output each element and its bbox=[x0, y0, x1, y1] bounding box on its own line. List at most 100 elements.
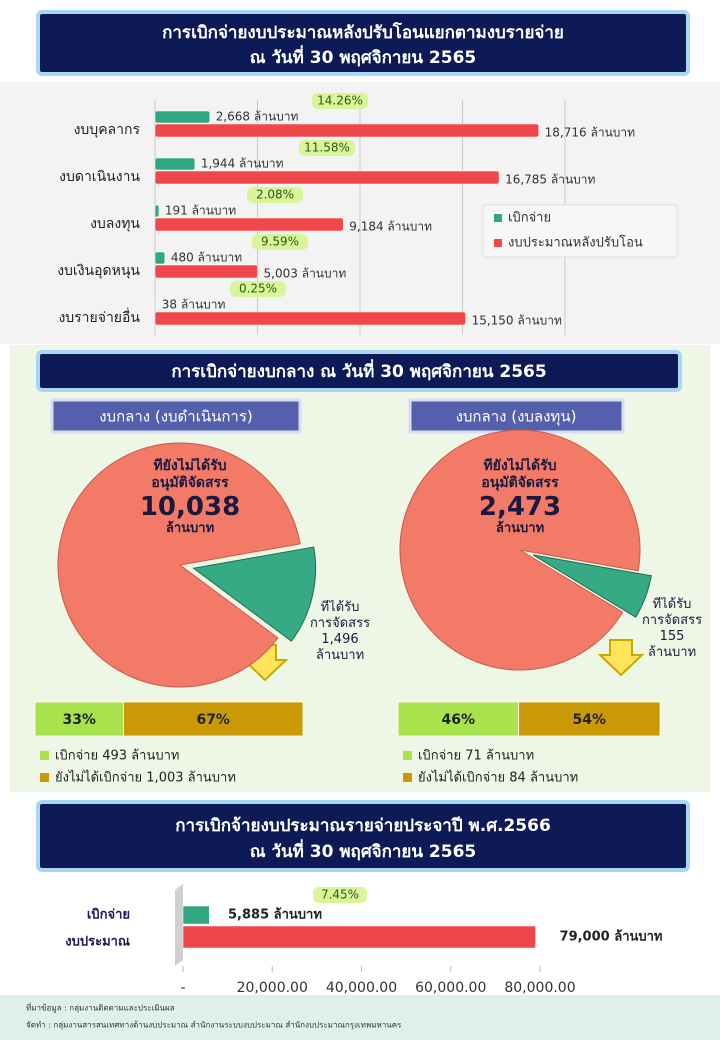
rate-highlight bbox=[312, 93, 368, 109]
value-label: 38 ล้านบาท bbox=[162, 298, 226, 312]
value-label: 5,885 ล้านบาท bbox=[228, 907, 322, 923]
bar bbox=[154, 157, 196, 171]
value-label: 16,785 ล้านบาท bbox=[505, 173, 595, 187]
slice-unit: ล้านบาท bbox=[495, 521, 545, 536]
y-tick-label: เบิกจ่าย bbox=[87, 908, 130, 923]
x-tick-label: 20,000.00 bbox=[237, 980, 308, 996]
legend-swatch bbox=[403, 751, 412, 760]
arrow-icon bbox=[597, 639, 645, 677]
header-box bbox=[36, 800, 690, 872]
y-tick-label: งบบุคลากร bbox=[74, 122, 141, 138]
x-tick-label: 60,000.00 bbox=[415, 980, 486, 996]
legend-swatch bbox=[403, 773, 412, 782]
section-title: การเบิกจ่ายงบกลาง ณ วันที่ 30 พฤศจิกายน … bbox=[171, 359, 546, 382]
bar bbox=[154, 311, 466, 326]
label-group: ที่ยังไม่ได้รับ อนุมัติจัดสรร2,473ล้านบา… bbox=[445, 458, 595, 536]
bar bbox=[154, 217, 344, 232]
footer-source: ที่มาข้อมูล : กลุ่มงานติดตามและประเมินผล bbox=[26, 1002, 175, 1014]
legend-label: เบิกจ่าย 71 ล้านบาท bbox=[418, 749, 534, 764]
value-label: 33% bbox=[62, 712, 96, 728]
legend-label: เบิกจ่าย bbox=[508, 211, 551, 226]
slice-unit: ล้านบาท bbox=[165, 521, 215, 536]
y-tick-label: งบรายจ่ายอื่น bbox=[58, 308, 140, 326]
slice-unit: ล้านบาท bbox=[647, 645, 697, 660]
slice-category: ที่ยังไม่ได้รับ อนุมัติจัดสรร bbox=[481, 458, 559, 491]
axis-wall bbox=[175, 884, 183, 966]
y-tick-label: งบดาเนินงาน bbox=[59, 169, 140, 185]
pie-slice bbox=[532, 554, 652, 618]
chart-subtitle: ณ วันที่ 30 พฤศจิกายน 2565 bbox=[250, 839, 476, 862]
rate-label: 11.58% bbox=[304, 141, 350, 155]
chart-title: การเบิกจ่ายงบประมาณหลังปรับโอนแยกตามงบรา… bbox=[162, 22, 564, 43]
rate-highlight bbox=[299, 140, 355, 156]
bar bbox=[154, 204, 160, 218]
rate-label: 14.26% bbox=[317, 94, 363, 108]
value-label: 67% bbox=[196, 712, 230, 728]
header-box bbox=[36, 350, 682, 392]
rate-label: 0.25% bbox=[239, 282, 277, 296]
slice-value: 155 bbox=[659, 629, 685, 644]
pie-title-box bbox=[50, 398, 302, 434]
slice-value: 1,496 bbox=[321, 632, 359, 647]
value-label: 480 ล้านบาท bbox=[171, 251, 242, 265]
bar-segment bbox=[34, 701, 124, 737]
x-tick-label: 40,000.00 bbox=[326, 980, 397, 996]
bar bbox=[154, 298, 157, 312]
y-tick-label: งบลงทุน bbox=[90, 216, 140, 232]
rate-highlight bbox=[230, 281, 286, 297]
bar bbox=[154, 264, 258, 279]
rate-highlight bbox=[313, 887, 367, 903]
value-label: 79,000 ล้านบาท bbox=[560, 929, 663, 945]
rate-label: 7.45% bbox=[321, 888, 359, 902]
header-box bbox=[36, 10, 690, 76]
pie-title: งบกลาง (งบลงทุน) bbox=[456, 408, 577, 427]
bar-segment bbox=[518, 701, 661, 737]
bar-segment bbox=[123, 701, 304, 737]
slice-category: ที่ได้รับ การจัดสรร bbox=[309, 600, 371, 631]
bar bbox=[182, 905, 210, 925]
slice-category: ที่ได้รับ การจัดสรร bbox=[641, 597, 703, 628]
pie-slice bbox=[192, 546, 317, 642]
legend-label: เบิกจ่าย 493 ล้านบาท bbox=[55, 749, 179, 764]
bar bbox=[154, 251, 166, 265]
legend-swatch bbox=[494, 239, 502, 247]
rate-label: 9.59% bbox=[261, 235, 299, 249]
value-label: 15,150 ล้านบาท bbox=[472, 314, 562, 328]
pie-slice bbox=[57, 442, 301, 688]
value-label: 18,716 ล้านบาท bbox=[545, 126, 635, 140]
slice-unit: ล้านบาท bbox=[315, 648, 365, 663]
x-tick-label: - bbox=[180, 980, 185, 996]
legend-swatch bbox=[40, 773, 49, 782]
footer-credit: จัดทำ : กลุ่มงานสารสนเทศทางด้านงบประมาณ … bbox=[26, 1021, 402, 1030]
pie-slice bbox=[399, 429, 641, 671]
slice-category: ที่ยังไม่ได้รับ อนุมัติจัดสรร bbox=[151, 458, 229, 491]
value-label: 191 ล้านบาท bbox=[165, 204, 236, 218]
footer-panel bbox=[0, 995, 720, 1040]
bar bbox=[154, 110, 210, 124]
chart-title: การเบิกจ้ายงบประมาณรายจ่ายประจาปี พ.ศ.25… bbox=[175, 815, 551, 836]
bar bbox=[154, 170, 500, 185]
value-label: 2,668 ล้านบาท bbox=[216, 110, 299, 124]
bar-segment bbox=[397, 701, 519, 737]
legend-swatch bbox=[494, 214, 502, 222]
x-tick-label: 80,000.00 bbox=[504, 980, 575, 996]
bar bbox=[154, 123, 539, 138]
value-label: 54% bbox=[573, 712, 607, 728]
legend-label: งบประมาณหลังปรับโอน bbox=[508, 235, 643, 251]
bar bbox=[182, 925, 536, 949]
pie-title: งบกลาง (งบดำเนินการ) bbox=[99, 408, 253, 426]
value-label: 5,003 ล้านบาท bbox=[264, 267, 347, 281]
legend-box bbox=[482, 204, 678, 258]
rate-label: 2.08% bbox=[256, 188, 294, 202]
legend-label: ยังไม่ได้เบิกจ่าย 84 ล้านบาท bbox=[418, 770, 578, 786]
chart-subtitle: ณ วันที่ 30 พฤศจิกายน 2565 bbox=[250, 45, 476, 68]
legend-label: ยังไม่ได้เบิกจ่าย 1,003 ล้านบาท bbox=[55, 770, 236, 786]
value-label: 1,944 ล้านบาท bbox=[201, 157, 284, 171]
slice-value: 2,473 bbox=[478, 492, 562, 522]
